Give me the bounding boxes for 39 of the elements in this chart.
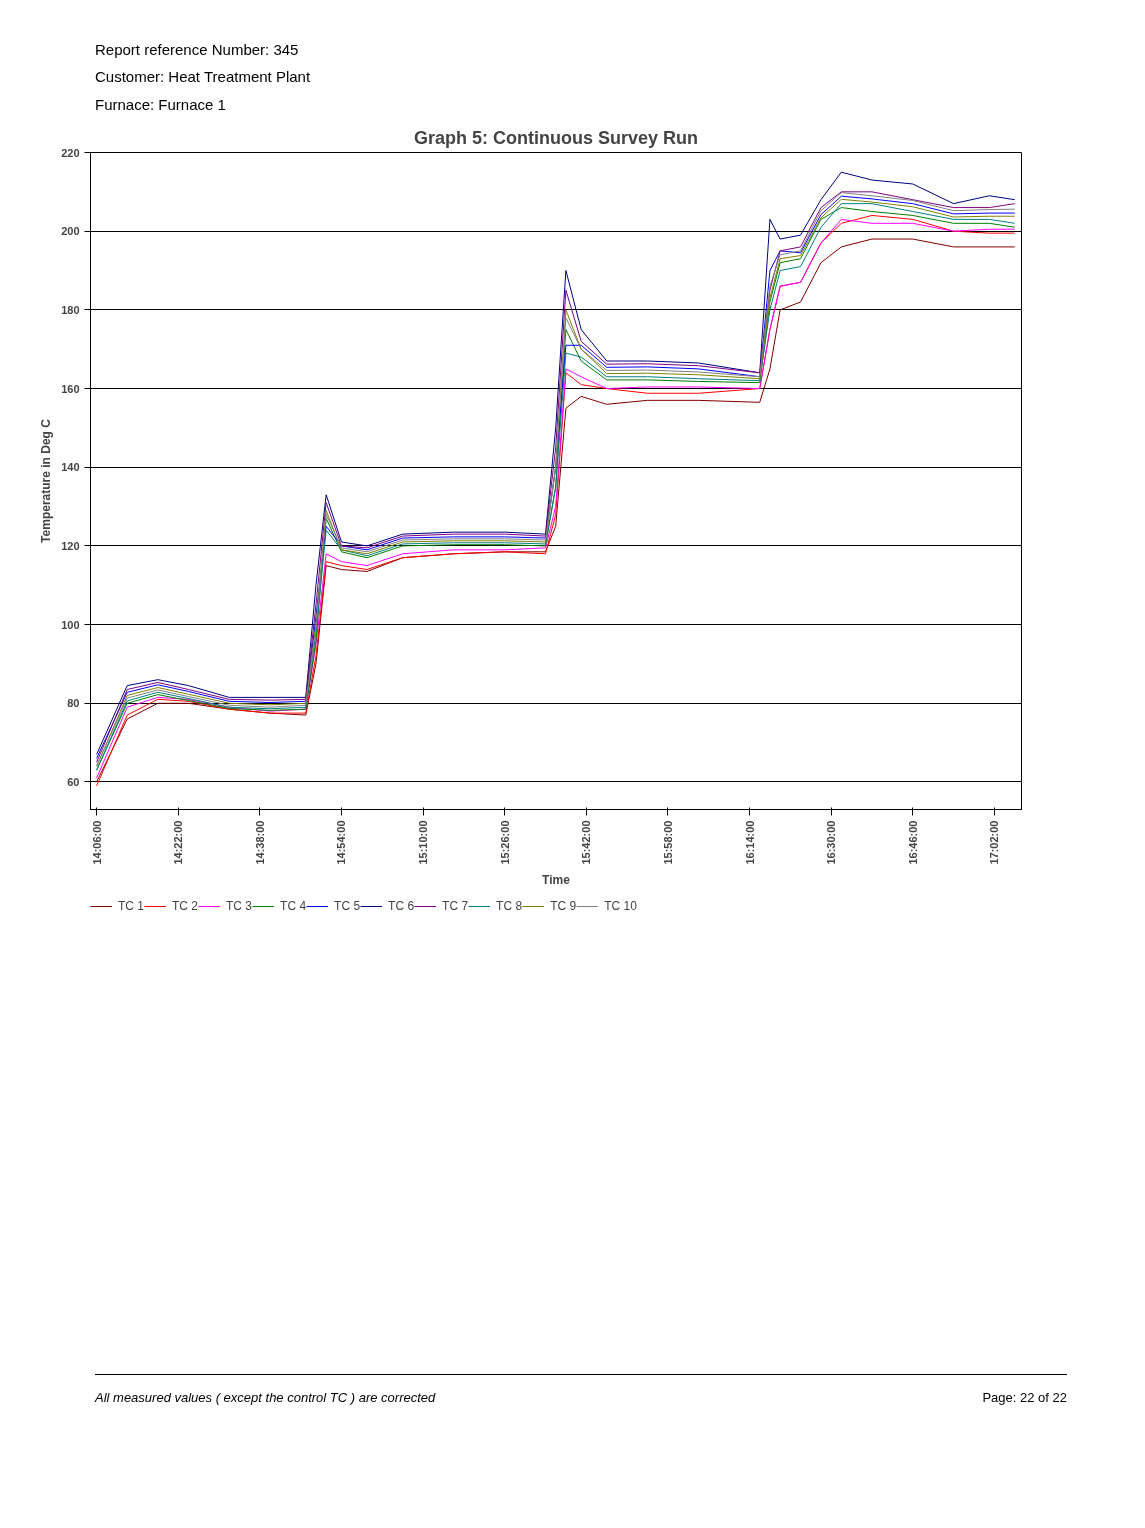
x-tick-label: 17:02:00 [988,820,1001,865]
legend-label: TC 7 [442,899,469,913]
x-tick-label: 15:58:00 [661,820,674,865]
x-tick-label: 14:38:00 [253,820,266,865]
y-tick-label: 120 [61,539,80,552]
legend-label: TC 6 [388,899,415,913]
legend-label: TC 9 [550,899,577,913]
x-tick-label: 15:10:00 [417,820,430,865]
y-tick-label: 220 [61,146,80,159]
y-axis-title: Temperature in Deg C [39,418,54,543]
text: All measured values ( except the control TC ) are corrected [95,1389,436,1407]
legend-label: TC 4 [280,899,307,913]
x-tick-label: 16:46:00 [906,820,919,865]
legend-label: TC 10 [604,899,637,913]
legend-label: TC 2 [172,899,199,913]
y-tick-label: 160 [61,382,80,395]
y-tick-label: 180 [61,303,80,316]
text: Page: 22 of 22 [982,1389,1067,1407]
chart-title: Graph 5: Continuous Survey Run [413,127,699,148]
x-axis-title: Time [542,872,571,887]
legend-label: TC 5 [334,899,361,913]
x-tick-label: 14:22:00 [172,820,185,865]
y-tick-label: 140 [61,461,80,474]
x-tick-label: 16:30:00 [825,820,838,865]
x-tick-label: 14:06:00 [90,820,103,865]
text: Report reference Number: 345 [95,40,300,60]
y-tick-label: 60 [67,775,80,788]
x-tick-label: 14:54:00 [335,820,348,865]
y-tick-label: 100 [61,618,80,631]
legend-label: TC 8 [496,899,523,913]
legend-label: TC 3 [226,899,253,913]
text: Furnace: Furnace 1 [95,94,227,115]
x-tick-label: 15:42:00 [580,820,593,865]
x-tick-label: 15:26:00 [498,820,511,865]
y-tick-label: 80 [67,697,80,710]
text: Customer: Heat Treatment Plant [95,67,311,88]
legend-label: TC 1 [118,899,145,913]
y-tick-label: 200 [61,225,80,238]
x-tick-label: 16:14:00 [743,820,756,865]
